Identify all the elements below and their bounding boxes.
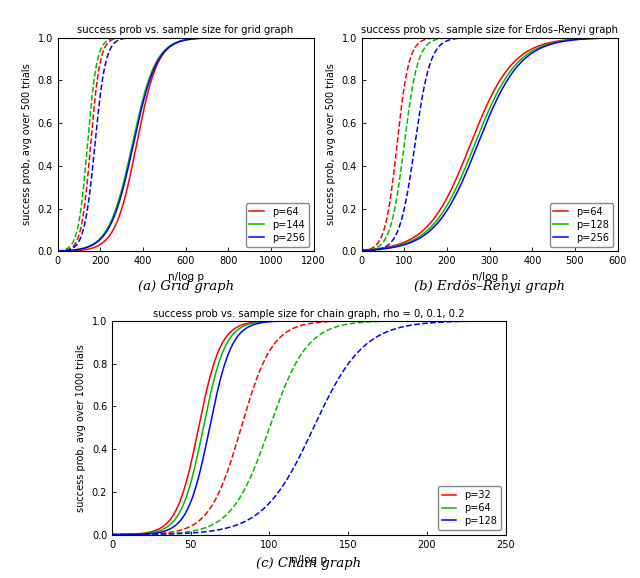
- Title: success prob vs. sample size for grid graph: success prob vs. sample size for grid gr…: [77, 25, 294, 35]
- Text: (b) Erdös–Renyi graph: (b) Erdös–Renyi graph: [414, 280, 565, 293]
- Y-axis label: success prob, avg over 500 trials: success prob, avg over 500 trials: [326, 64, 336, 225]
- Y-axis label: success prob, avg over 1000 trials: success prob, avg over 1000 trials: [76, 344, 86, 512]
- Legend: p=64, p=144, p=256: p=64, p=144, p=256: [246, 203, 308, 247]
- Legend: p=64, p=128, p=256: p=64, p=128, p=256: [550, 203, 612, 247]
- Title: success prob vs. sample size for Erdos–Renyi graph: success prob vs. sample size for Erdos–R…: [361, 25, 618, 35]
- X-axis label: n/log p: n/log p: [472, 272, 508, 282]
- Text: (a) Grid graph: (a) Grid graph: [138, 280, 234, 293]
- X-axis label: n/log p: n/log p: [168, 272, 204, 282]
- Text: (c) Chain graph: (c) Chain graph: [256, 558, 362, 570]
- Y-axis label: success prob, avg over 500 trials: success prob, avg over 500 trials: [22, 64, 32, 225]
- Legend: p=32, p=64, p=128: p=32, p=64, p=128: [438, 486, 500, 530]
- X-axis label: n/log p: n/log p: [291, 555, 327, 565]
- Title: success prob vs. sample size for chain graph, rho = 0, 0.1, 0.2: success prob vs. sample size for chain g…: [153, 309, 465, 318]
